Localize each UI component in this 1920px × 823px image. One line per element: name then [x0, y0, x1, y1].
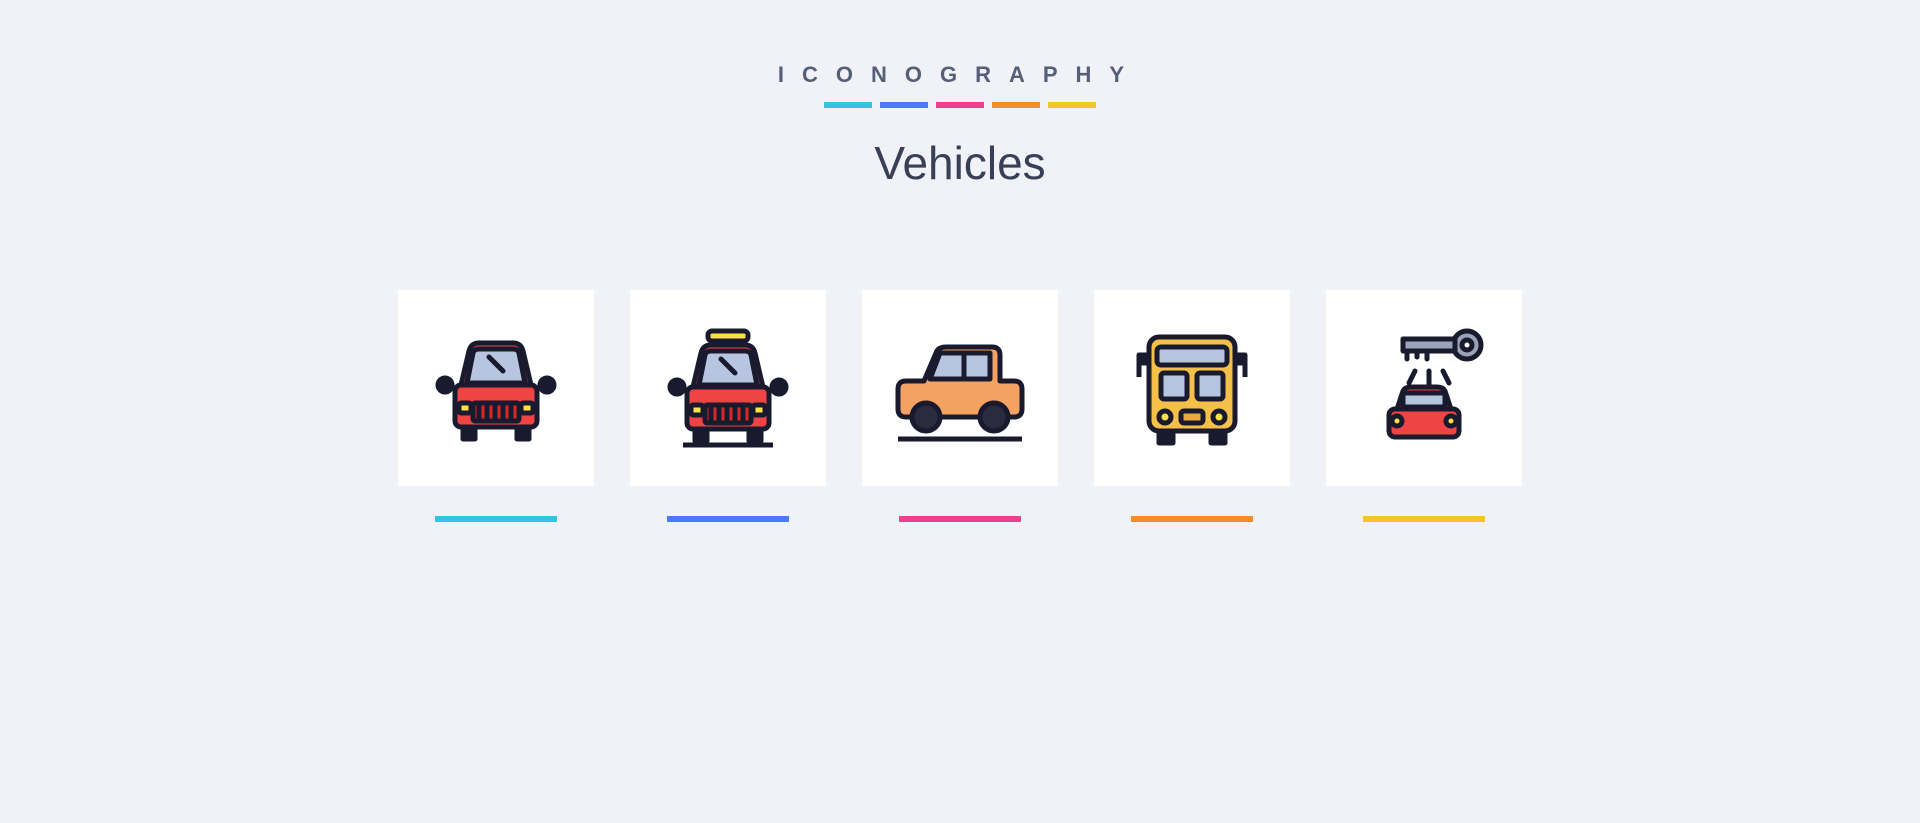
tile-underline — [435, 516, 557, 522]
tile-bus-front — [1094, 290, 1290, 522]
tile-underline — [1131, 516, 1253, 522]
underline-yellow — [1048, 102, 1096, 108]
pack-subtitle: Vehicles — [778, 136, 1142, 190]
brand-underline — [778, 102, 1142, 108]
header: ICONOGRAPHY Vehicles — [778, 62, 1142, 190]
tile-car-front — [398, 290, 594, 522]
bus-front-icon — [1117, 313, 1267, 463]
underline-orange — [992, 102, 1040, 108]
car-front-icon — [421, 313, 571, 463]
police-car-icon — [653, 313, 803, 463]
car-key-icon — [1349, 313, 1499, 463]
tile-box — [398, 290, 594, 486]
tile-box — [1326, 290, 1522, 486]
car-side-icon — [880, 313, 1040, 463]
icon-pack-card: ICONOGRAPHY Vehicles — [320, 32, 1600, 792]
tile-underline — [667, 516, 789, 522]
underline-magenta — [936, 102, 984, 108]
tile-underline — [899, 516, 1021, 522]
tile-police-car — [630, 290, 826, 522]
tile-underline — [1363, 516, 1485, 522]
icons-row — [398, 290, 1522, 522]
tile-box — [630, 290, 826, 486]
tile-car-key — [1326, 290, 1522, 522]
tile-box — [1094, 290, 1290, 486]
tile-car-side — [862, 290, 1058, 522]
underline-cyan — [824, 102, 872, 108]
tile-box — [862, 290, 1058, 486]
brand-text: ICONOGRAPHY — [778, 62, 1142, 88]
underline-blue — [880, 102, 928, 108]
